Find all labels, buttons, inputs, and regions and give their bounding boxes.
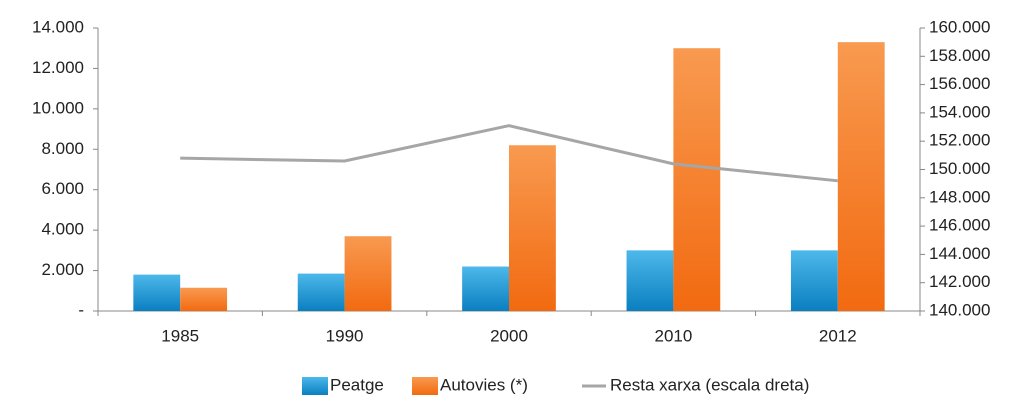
x-tick-label: 1985	[161, 326, 199, 345]
x-tick-label: 2010	[654, 326, 692, 345]
y-tick-label: 8.000	[41, 139, 84, 158]
legend-swatch	[302, 377, 328, 395]
bar	[673, 48, 721, 311]
y-tick-label: 12.000	[32, 58, 84, 77]
y2-tick-label: 158.000	[929, 46, 990, 65]
y2-tick-label: 152.000	[929, 131, 990, 150]
y-tick-label: 14.000	[32, 17, 84, 36]
bar	[790, 250, 838, 311]
legend-swatch	[412, 377, 438, 395]
bar	[509, 145, 556, 311]
x-tick-label: 2012	[819, 326, 857, 345]
y-tick-label: 10.000	[32, 98, 84, 117]
y-tick-label: 6.000	[41, 179, 84, 198]
y2-tick-label: 148.000	[929, 187, 990, 206]
legend-label: Resta xarxa (escala dreta)	[610, 375, 809, 394]
y2-tick-label: 140.000	[929, 300, 990, 319]
y2-tick-label: 146.000	[929, 216, 990, 235]
legend-label: Autovies (*)	[440, 375, 528, 394]
y2-tick-label: 156.000	[929, 74, 990, 93]
bar	[626, 250, 674, 311]
x-tick-label: 2000	[490, 326, 528, 345]
bar	[180, 287, 228, 311]
y-tick-label: -	[78, 300, 84, 319]
y2-tick-label: 150.000	[929, 159, 990, 178]
line-series	[180, 124, 838, 183]
y2-tick-label: 144.000	[929, 244, 990, 263]
bar	[462, 266, 509, 311]
bar	[297, 273, 345, 311]
bar	[133, 274, 181, 311]
y2-tick-label: 160.000	[929, 17, 990, 36]
y2-tick-label: 154.000	[929, 102, 990, 121]
bar	[344, 236, 392, 311]
y-tick-label: 4.000	[41, 220, 84, 239]
legend-label: Peatge	[330, 375, 384, 394]
x-tick-label: 1990	[326, 326, 364, 345]
y-tick-label: 2.000	[41, 260, 84, 279]
bar	[837, 42, 885, 312]
y2-tick-label: 142.000	[929, 272, 990, 291]
